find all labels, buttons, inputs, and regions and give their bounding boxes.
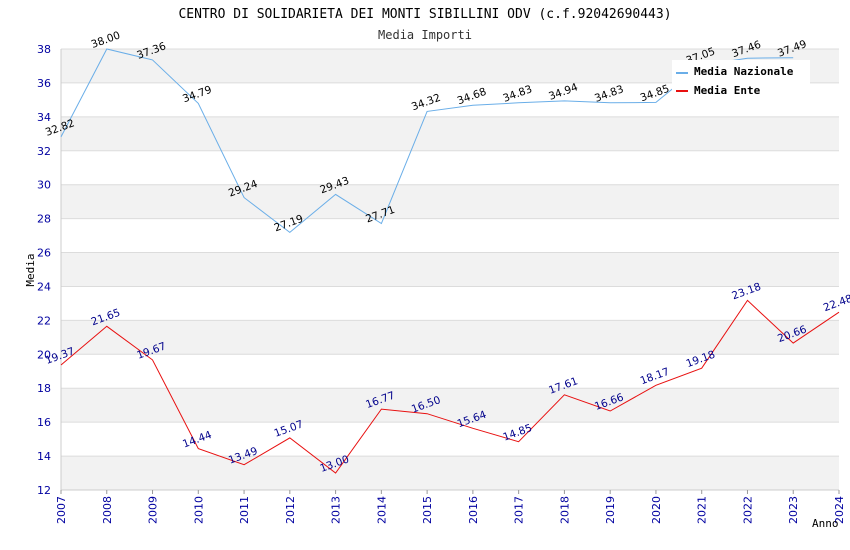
y-tick-label: 18 bbox=[37, 382, 51, 395]
data-label: 34.85 bbox=[639, 83, 671, 105]
data-label: 38.00 bbox=[90, 29, 122, 51]
y-tick-label: 34 bbox=[37, 111, 51, 124]
data-label: 34.68 bbox=[456, 86, 488, 108]
y-tick-label: 14 bbox=[37, 450, 51, 463]
x-tick-label: 2013 bbox=[330, 496, 343, 524]
y-tick-label: 20 bbox=[37, 348, 51, 361]
y-tick-label: 12 bbox=[37, 484, 51, 497]
data-label: 22.48 bbox=[822, 293, 850, 315]
y-tick-label: 28 bbox=[37, 213, 51, 226]
y-tick-label: 22 bbox=[37, 314, 51, 327]
legend-label-media-nazionale: Media Nazionale bbox=[694, 65, 794, 78]
x-tick-label: 2022 bbox=[741, 496, 754, 524]
series-line-media-ente bbox=[60, 299, 840, 474]
x-tick-label: 2008 bbox=[101, 496, 114, 524]
x-tick-label: 2014 bbox=[375, 496, 388, 524]
grid-band bbox=[61, 388, 839, 423]
legend-background bbox=[672, 60, 810, 102]
x-tick-label: 2021 bbox=[696, 496, 709, 524]
x-tick-label: 2009 bbox=[147, 496, 160, 524]
data-label: 34.94 bbox=[547, 81, 580, 103]
data-label: 18.17 bbox=[639, 366, 671, 388]
y-tick-label: 36 bbox=[37, 77, 51, 90]
grid-band bbox=[61, 252, 839, 287]
chart-subtitle: Media Importi bbox=[378, 28, 472, 42]
x-tick-label: 2018 bbox=[558, 496, 571, 524]
x-tick-label: 2015 bbox=[421, 496, 434, 524]
y-axis-label: Media bbox=[24, 253, 37, 286]
x-tick-label: 2020 bbox=[650, 496, 663, 524]
gridlines bbox=[61, 48, 839, 491]
plot-background-bands bbox=[61, 49, 839, 490]
x-tick-label: 2011 bbox=[238, 496, 251, 524]
x-tick-label: 2024 bbox=[833, 496, 846, 524]
y-tick-label: 38 bbox=[37, 43, 51, 56]
chart-title: CENTRO DI SOLIDARIETA DEI MONTI SIBILLIN… bbox=[178, 7, 671, 22]
legend-label-media-ente: Media Ente bbox=[694, 84, 761, 97]
y-tick-label: 16 bbox=[37, 416, 51, 429]
x-tick-label: 2019 bbox=[604, 496, 617, 524]
x-tick-label: 2017 bbox=[513, 496, 526, 524]
data-label: 34.83 bbox=[593, 83, 625, 105]
y-tick-label: 30 bbox=[37, 179, 51, 192]
series-line-media-nazionale bbox=[60, 48, 794, 234]
data-label: 34.83 bbox=[501, 83, 533, 105]
x-tick-label: 2012 bbox=[284, 496, 297, 524]
grid-band bbox=[61, 116, 839, 151]
y-tick-label: 24 bbox=[37, 280, 51, 293]
series-lines bbox=[60, 48, 840, 474]
x-tick-label: 2016 bbox=[467, 496, 480, 524]
data-label: 14.85 bbox=[501, 422, 533, 444]
grid-band bbox=[61, 320, 839, 355]
y-tick-label: 26 bbox=[37, 247, 51, 260]
grid-band bbox=[61, 456, 839, 490]
grid-band bbox=[61, 184, 839, 219]
y-tick-label: 32 bbox=[37, 145, 51, 158]
x-tick-label: 2010 bbox=[192, 496, 205, 524]
x-axis-label: Anno bbox=[812, 517, 839, 530]
x-tick-label: 2023 bbox=[787, 496, 800, 524]
legend: Media Nazionale Media Ente bbox=[672, 60, 810, 102]
x-tick-label: 2007 bbox=[55, 496, 68, 524]
